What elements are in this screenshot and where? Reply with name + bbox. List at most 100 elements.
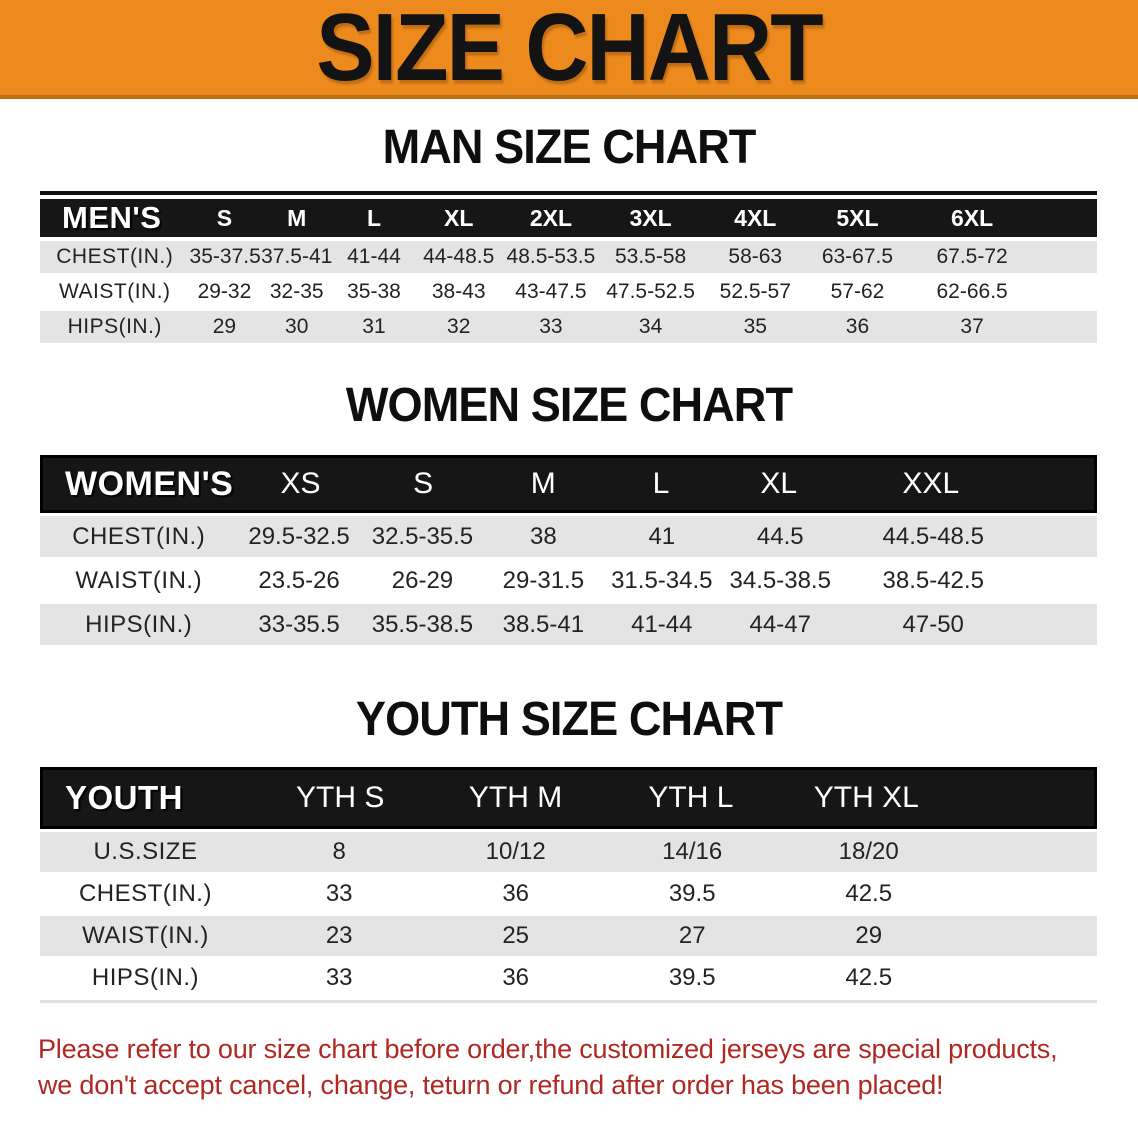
youth-col-header: YTH S: [296, 781, 385, 814]
size-cell: 42.5: [845, 880, 893, 907]
size-cell: 31: [362, 315, 386, 338]
size-cell: 34: [638, 315, 663, 338]
size-cell: 33-35.5: [258, 610, 340, 638]
men-col-header: 4XL: [734, 204, 777, 231]
men-col-header: 5XL: [836, 204, 879, 231]
footnote: Please refer to our size chart before or…: [38, 1031, 1118, 1103]
women-table-header-row: WOMEN'S XS S M L XL XXL: [40, 455, 1097, 513]
size-cell: 35: [743, 315, 767, 338]
size-cell: 33: [325, 964, 353, 991]
youth-table-header-row: YOUTH YTH S YTH M YTH L YTH XL: [40, 767, 1097, 829]
size-cell: 18/20: [838, 838, 899, 865]
youth-section-title: YOUTH SIZE CHART: [355, 693, 783, 746]
size-cell: 29-31.5: [502, 566, 585, 594]
size-cell: 31.5-34.5: [611, 566, 713, 594]
row-label: WAIST(IN.): [82, 922, 209, 949]
row-label: CHEST(IN.): [72, 522, 206, 550]
size-cell: 26-29: [391, 566, 454, 594]
size-cell: 38: [530, 522, 557, 550]
size-cell: 38.5-42.5: [882, 566, 984, 594]
size-cell: 52.5-57: [719, 280, 791, 303]
size-cell: 57-62: [830, 280, 885, 303]
women-col-header: L: [652, 467, 670, 500]
size-cell: 32-35: [269, 280, 324, 303]
men-hips-row: HIPS(IN.) 29 30 31 32 33 34 35 36 37: [40, 311, 1097, 343]
size-cell: 32: [447, 315, 471, 338]
men-table-header-row: MEN'S S M L XL 2XL 3XL 4XL 5XL 6XL: [40, 199, 1097, 237]
size-cell: 23.5-26: [258, 566, 340, 594]
row-label: CHEST(IN.): [56, 245, 174, 268]
youth-size-table: YOUTH YTH S YTH M YTH L YTH XL U.S.SIZE …: [40, 767, 1097, 1003]
size-cell: 58-63: [728, 245, 783, 268]
size-cell: 44.5: [756, 522, 804, 550]
row-label: WAIST(IN.): [75, 566, 203, 594]
size-cell: 8: [332, 838, 346, 865]
size-cell: 42.5: [845, 964, 893, 991]
footnote-line-2: we don't accept cancel, change, teturn o…: [38, 1070, 944, 1100]
row-label: WAIST(IN.): [59, 280, 171, 303]
row-label: HIPS(IN.): [85, 610, 193, 638]
men-col-header: 3XL: [629, 204, 672, 231]
size-cell: 44.5-48.5: [882, 522, 984, 550]
size-cell: 47.5-52.5: [606, 280, 695, 303]
size-cell: 53.5-58: [614, 245, 687, 268]
banner-title: SIZE CHART: [316, 0, 823, 101]
size-cell: 44-47: [749, 610, 811, 638]
youth-col-header: YTH M: [468, 781, 563, 814]
women-col-header: S: [413, 467, 434, 500]
footnote-line-1: Please refer to our size chart before or…: [38, 1034, 1058, 1064]
size-cell: 41-44: [347, 245, 401, 268]
size-cell: 35.5-38.5: [371, 610, 474, 638]
size-cell: 27: [678, 922, 706, 949]
size-cell: 67.5-72: [936, 245, 1008, 268]
youth-waist-row: WAIST(IN.) 23 25 27 29: [40, 916, 1097, 956]
youth-col-header: YTH XL: [813, 781, 919, 814]
size-cell: 32.5-35.5: [371, 522, 474, 550]
size-cell: 37.5-41: [261, 245, 333, 268]
size-cell: 37: [960, 315, 984, 338]
size-cell: 34.5-38.5: [729, 566, 831, 594]
size-cell: 38.5-41: [502, 610, 585, 638]
size-cell: 39.5: [668, 880, 716, 907]
size-cell: 62-66.5: [936, 280, 1008, 303]
men-col-header: 6XL: [951, 204, 994, 231]
youth-chest-row: CHEST(IN.) 33 36 39.5 42.5: [40, 874, 1097, 914]
size-cell: 35-37.5: [189, 245, 261, 268]
size-cell: 36: [845, 315, 870, 338]
women-size-table: WOMEN'S XS S M L XL XXL CHEST(IN.) 29.5-…: [40, 455, 1097, 645]
women-col-header: XXL: [902, 467, 960, 500]
banner: SIZE CHART: [0, 0, 1138, 99]
size-cell: 25: [502, 922, 530, 949]
youth-hips-row: HIPS(IN.) 33 36 39.5 42.5: [40, 958, 1097, 998]
women-hips-row: HIPS(IN.) 33-35.5 35.5-38.5 38.5-41 41-4…: [40, 604, 1097, 645]
youth-col-header: YTH L: [648, 781, 734, 814]
men-chest-row: CHEST(IN.) 35-37.5 37.5-41 41-44 44-48.5…: [40, 241, 1097, 273]
women-col-header: M: [530, 467, 556, 500]
men-table-top-rule: [40, 191, 1097, 195]
size-cell: 33: [325, 880, 353, 907]
size-cell: 47-50: [902, 610, 964, 638]
men-waist-row: WAIST(IN.) 29-32 32-35 35-38 38-43 43-47…: [40, 276, 1097, 308]
men-col-header: 2XL: [529, 204, 572, 231]
size-cell: 41: [648, 522, 676, 550]
size-cell: 36: [502, 880, 530, 907]
size-cell: 29: [855, 922, 883, 949]
size-cell: 33: [539, 315, 563, 338]
men-size-table: MEN'S S M L XL 2XL 3XL 4XL 5XL 6XL CHEST…: [40, 199, 1097, 343]
men-table-corner-label: MEN'S: [62, 200, 162, 235]
size-cell: 29-32: [197, 280, 252, 303]
size-cell: 41-44: [631, 610, 693, 638]
size-cell: 30: [285, 315, 309, 338]
size-cell: 10/12: [485, 838, 546, 865]
size-cell: 38-43: [431, 280, 486, 303]
size-cell: 63-67.5: [821, 245, 894, 268]
women-col-header: XS: [280, 467, 321, 500]
women-waist-row: WAIST(IN.) 23.5-26 26-29 29-31.5 31.5-34…: [40, 560, 1097, 601]
youth-table-corner-label: YOUTH: [65, 779, 183, 816]
men-col-header: M: [287, 204, 307, 231]
size-cell: 36: [502, 964, 530, 991]
youth-ussize-row: U.S.SIZE 8 10/12 14/16 18/20: [40, 832, 1097, 872]
row-label: HIPS(IN.): [91, 964, 200, 991]
row-label: CHEST(IN.): [78, 880, 212, 907]
row-label: HIPS(IN.): [67, 315, 162, 338]
